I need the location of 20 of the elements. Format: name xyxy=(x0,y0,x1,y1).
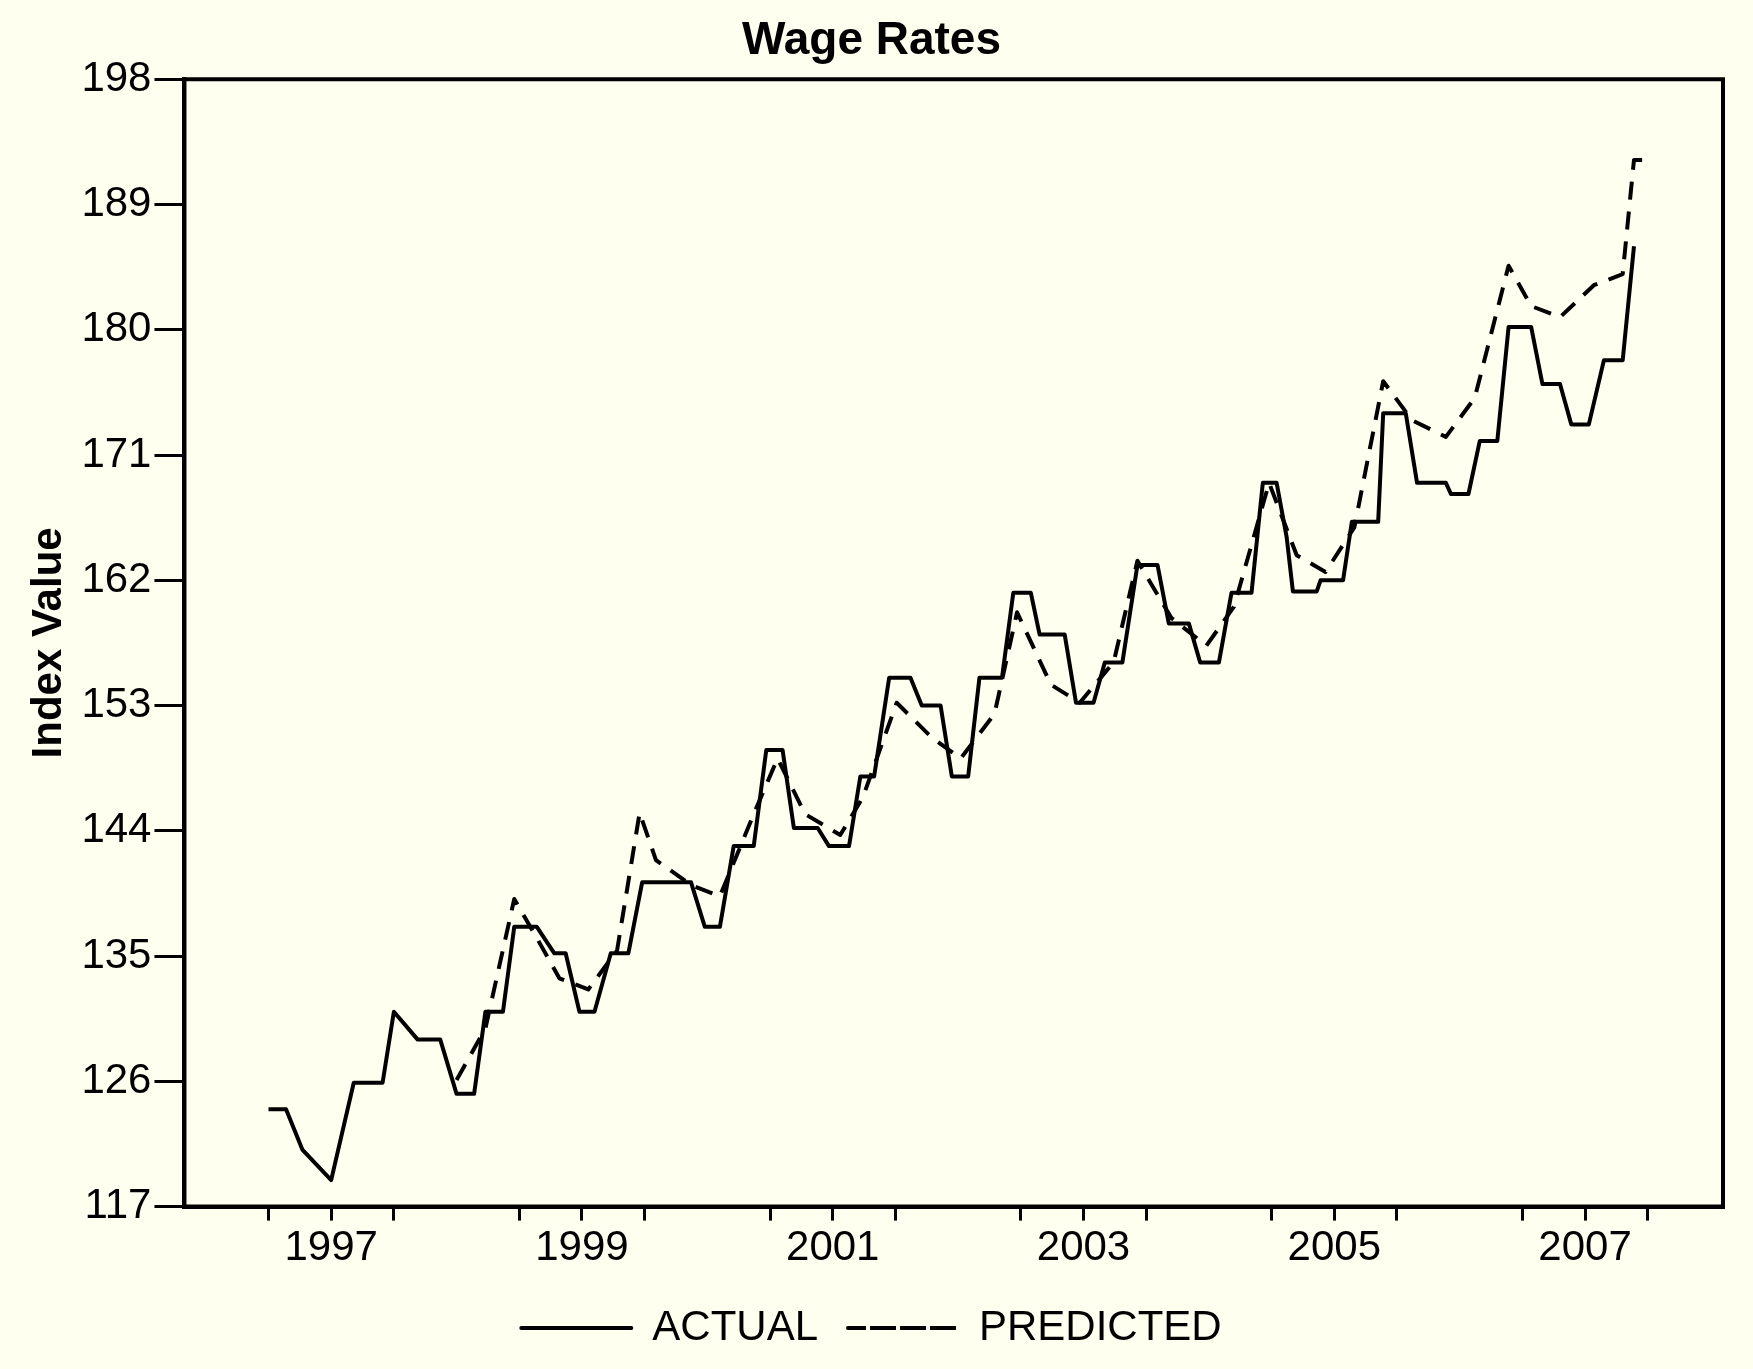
y-axis-title: Index Value xyxy=(22,527,70,759)
y-tick-label: 189 xyxy=(81,178,152,226)
x-tick-label: 2003 xyxy=(1036,1222,1131,1270)
y-tick-label: 135 xyxy=(81,929,152,977)
y-tick-label: 180 xyxy=(81,303,152,351)
x-tick-label: 2001 xyxy=(786,1222,880,1270)
chart-title: Wage Rates xyxy=(741,12,1002,65)
x-tick-label: 2007 xyxy=(1538,1222,1632,1270)
y-tick-label: 171 xyxy=(81,428,152,476)
y-tick-label: 144 xyxy=(81,804,152,852)
y-tick-label: 153 xyxy=(81,679,152,727)
y-tick-label: 162 xyxy=(81,553,152,601)
y-tick-label: 126 xyxy=(81,1054,152,1102)
x-tick-label: 1999 xyxy=(535,1222,629,1270)
x-tick-label: 1997 xyxy=(284,1222,378,1270)
y-tick-label: 198 xyxy=(81,52,152,100)
legend-label: ACTUAL xyxy=(652,1301,819,1349)
x-tick-label: 2005 xyxy=(1287,1222,1382,1270)
y-tick-label: 117 xyxy=(84,1180,152,1228)
legend-label: PREDICTED xyxy=(979,1301,1222,1349)
